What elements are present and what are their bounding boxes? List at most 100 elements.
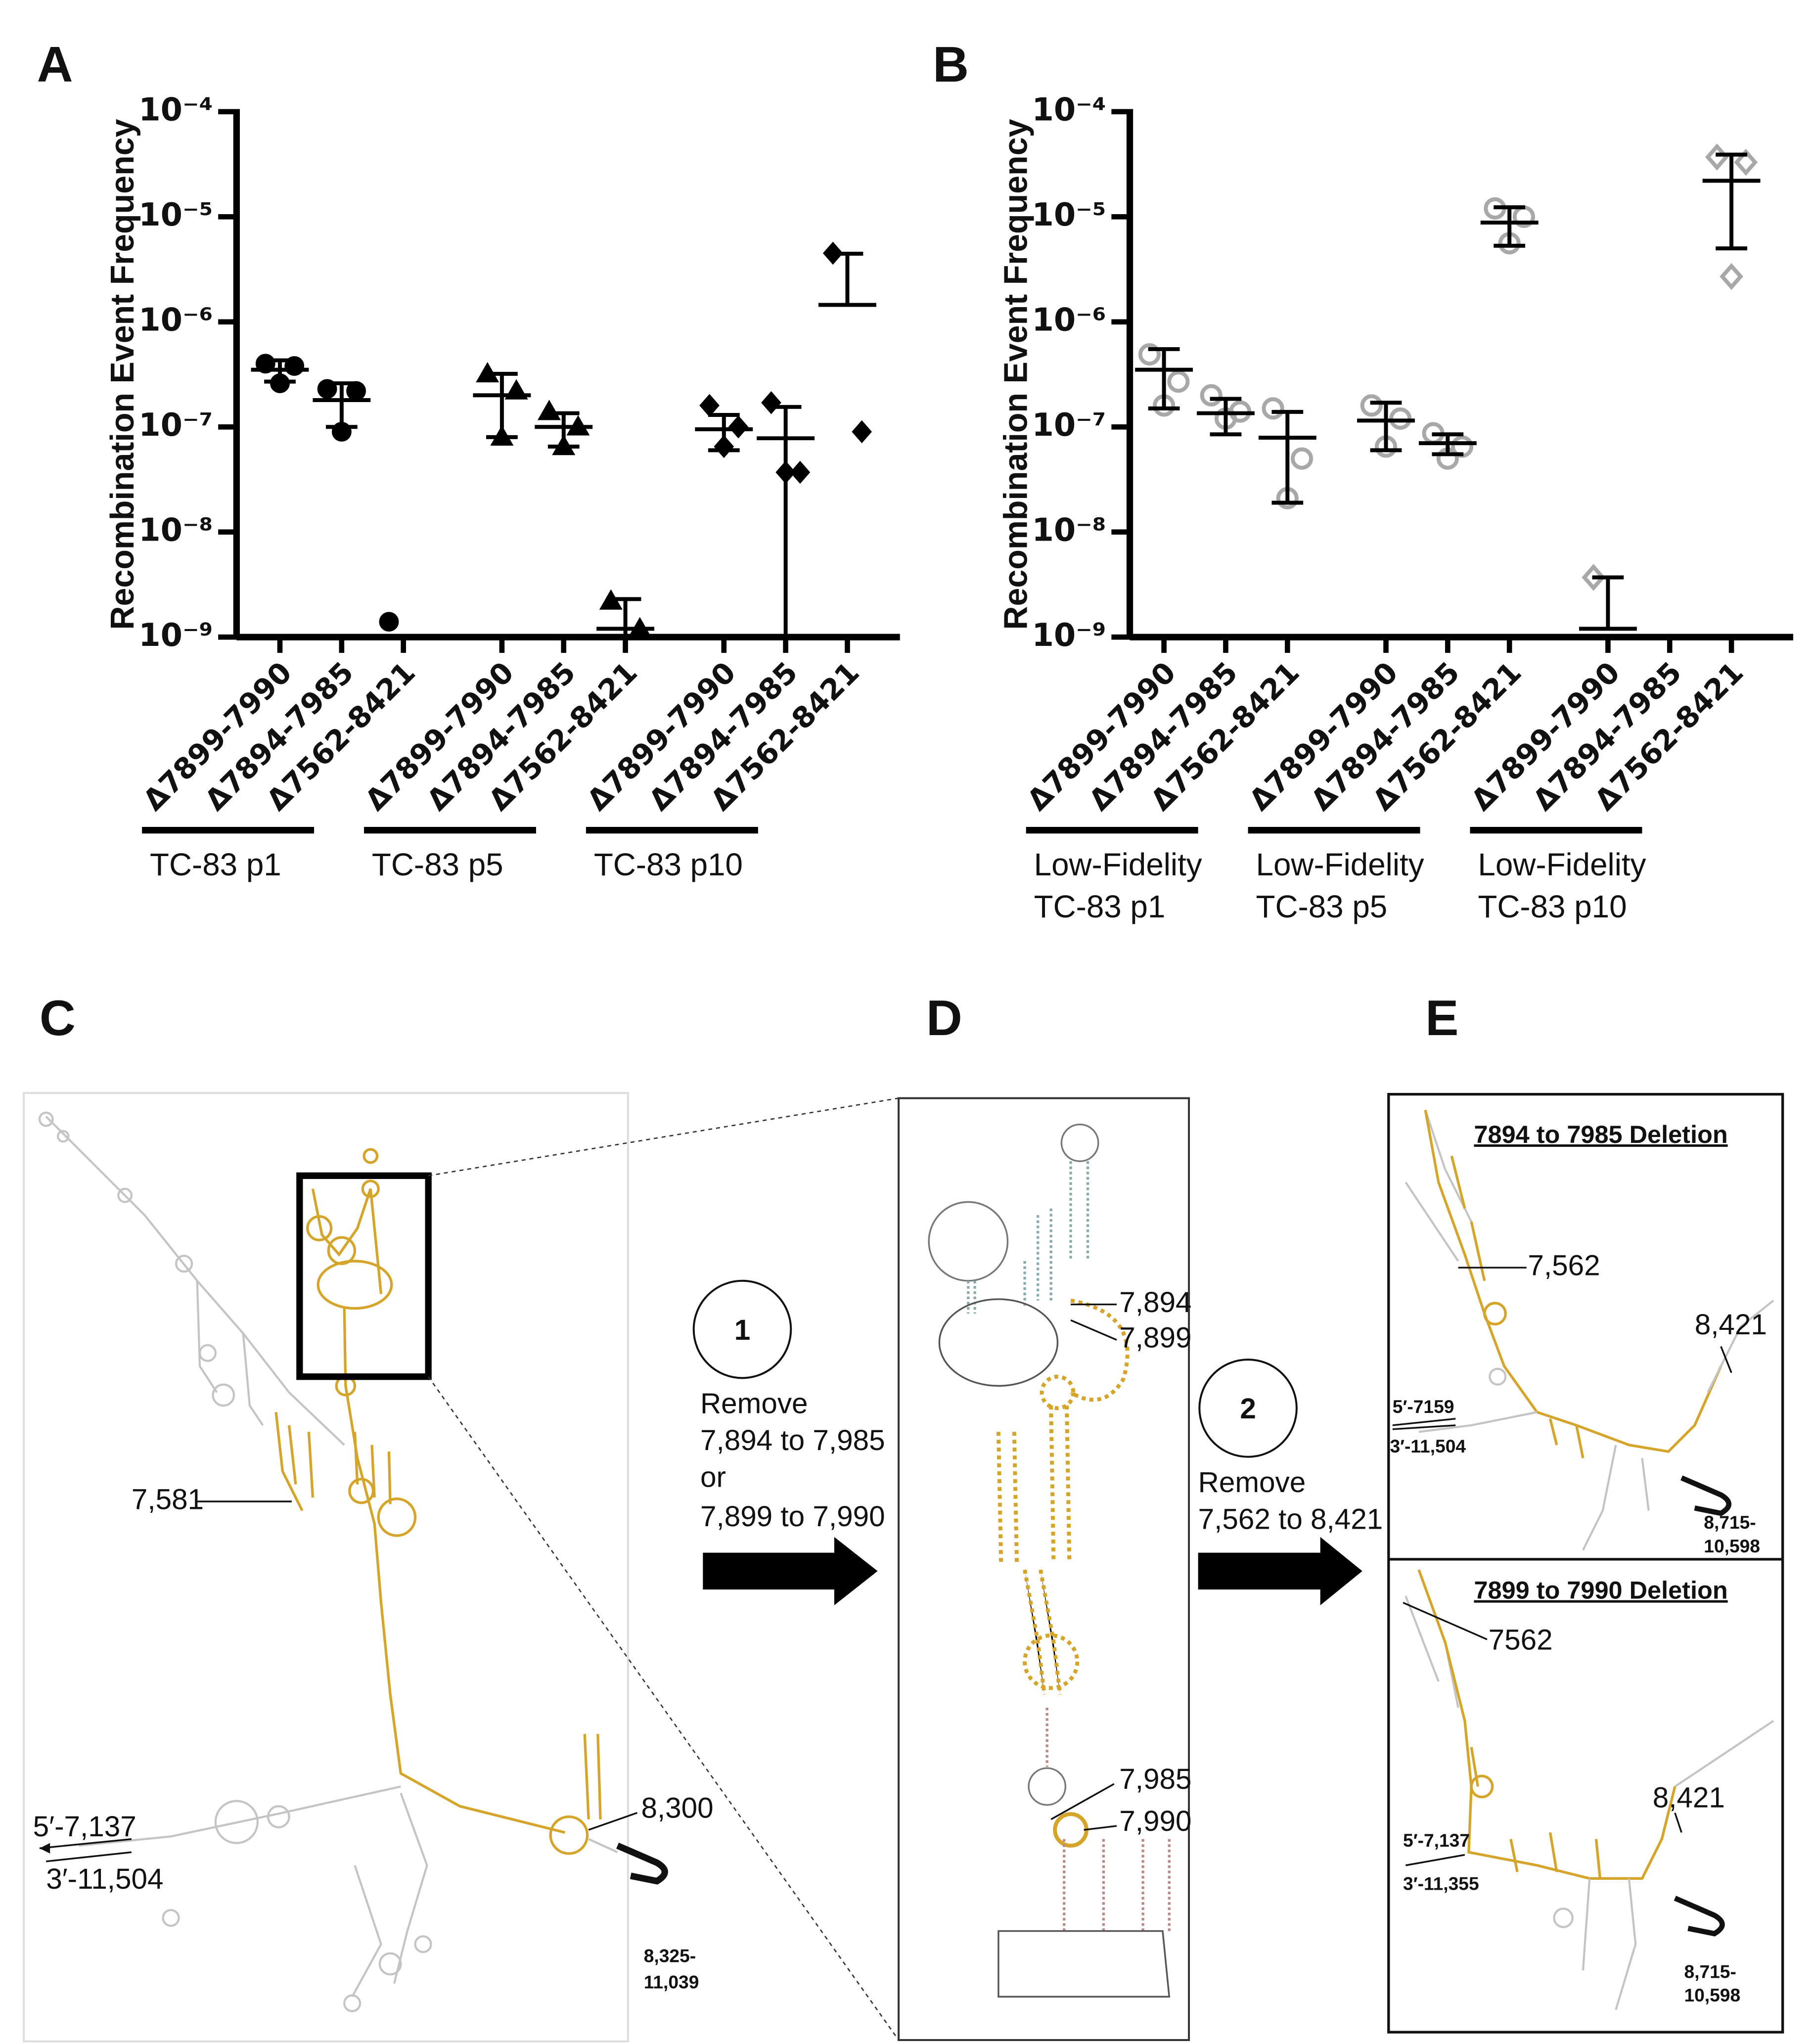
data-point bbox=[790, 460, 811, 484]
annotation: 7562 bbox=[1489, 1624, 1553, 1656]
data-point bbox=[699, 394, 720, 417]
error-bar bbox=[325, 381, 358, 429]
data-point bbox=[1262, 397, 1284, 420]
annotation: 7,894 bbox=[1119, 1286, 1191, 1318]
error-bar bbox=[547, 411, 580, 449]
y-axis-label: Recombination Event Frequency bbox=[997, 119, 1034, 630]
step-text: or bbox=[700, 1461, 726, 1493]
error-bar bbox=[770, 405, 802, 637]
error-bar bbox=[1432, 432, 1464, 456]
rna-structure-d bbox=[898, 1097, 1190, 2042]
step-circle bbox=[692, 1279, 792, 1379]
data-point bbox=[1200, 384, 1223, 407]
group-label: TC-83 p10 bbox=[1478, 889, 1627, 924]
group-label: TC-83 p1 bbox=[150, 847, 281, 882]
rna-structure-c bbox=[23, 1091, 900, 2043]
step-circle bbox=[1198, 1359, 1298, 1458]
y-tick-label: 10⁻⁸ bbox=[138, 512, 213, 548]
error-bar bbox=[609, 597, 641, 637]
error-bar bbox=[1716, 152, 1747, 251]
error-bar bbox=[708, 413, 740, 453]
annotation: 3′-11,504 bbox=[1390, 1436, 1466, 1456]
error-bar bbox=[1210, 397, 1242, 437]
y-tick-label: 10⁻⁹ bbox=[1032, 617, 1106, 654]
rna-structure-e bbox=[1387, 1092, 1784, 2034]
error-bar bbox=[1148, 347, 1180, 410]
error-bar bbox=[486, 371, 518, 439]
annotation: 8,325- bbox=[644, 1946, 696, 1966]
y-tick-label: 10⁻⁹ bbox=[138, 617, 213, 654]
annotation: 8,300 bbox=[641, 1792, 713, 1824]
annotation: 11,039 bbox=[644, 1972, 699, 1993]
group-label: TC-83 p10 bbox=[594, 847, 743, 882]
y-tick-label: 10⁻⁷ bbox=[138, 407, 213, 444]
structure-title: 7894 to 7985 Deletion bbox=[1474, 1120, 1727, 1148]
data-point bbox=[1734, 148, 1758, 176]
group-label: Low-Fidelity bbox=[1034, 847, 1202, 882]
panel-label: E bbox=[1425, 991, 1458, 1046]
error-bar bbox=[1370, 401, 1402, 453]
y-tick-label: 10⁻⁷ bbox=[1032, 407, 1106, 444]
step-number: 1 bbox=[734, 1314, 751, 1346]
annotation: 7,581 bbox=[132, 1483, 204, 1515]
error-bar bbox=[1494, 205, 1526, 248]
data-point bbox=[1720, 263, 1743, 290]
data-point bbox=[1138, 343, 1161, 366]
group-label: Low-Fidelity bbox=[1478, 847, 1646, 882]
panel-label: D bbox=[926, 991, 962, 1046]
annotation: 5′-7,137 bbox=[33, 1811, 136, 1843]
data-point bbox=[1167, 370, 1190, 393]
data-point bbox=[1290, 447, 1314, 470]
structure-title: 7899 to 7990 Deletion bbox=[1474, 1576, 1727, 1604]
annotation: 8,421 bbox=[1653, 1781, 1725, 1814]
data-point bbox=[1360, 394, 1383, 417]
data-point bbox=[379, 612, 399, 632]
data-point bbox=[852, 420, 872, 444]
group-label: TC-83 p5 bbox=[1256, 889, 1388, 924]
annotation: 5′-7159 bbox=[1393, 1396, 1454, 1417]
step-text: Remove bbox=[1198, 1466, 1306, 1499]
error-bar bbox=[831, 252, 863, 305]
annotation: 3′-11,355 bbox=[1403, 1873, 1479, 1894]
y-tick-label: 10⁻⁴ bbox=[138, 91, 213, 128]
step-text: 7,562 to 8,421 bbox=[1198, 1503, 1383, 1535]
annotation: 7,562 bbox=[1528, 1250, 1600, 1282]
annotation: 8,715- bbox=[1704, 1512, 1756, 1533]
panel-label: C bbox=[40, 991, 76, 1046]
error-bar bbox=[1271, 409, 1304, 505]
step-text: 7,899 to 7,990 bbox=[700, 1500, 885, 1533]
annotation: 7,990 bbox=[1119, 1805, 1191, 1837]
annotation: 5′-7,137 bbox=[1403, 1830, 1470, 1851]
annotation: 7,985 bbox=[1119, 1763, 1191, 1795]
y-tick-label: 10⁻⁴ bbox=[1032, 91, 1106, 128]
group-label: TC-83 p1 bbox=[1034, 889, 1166, 924]
data-point bbox=[728, 415, 749, 439]
group-label: Low-Fidelity bbox=[1256, 847, 1424, 882]
group-label: TC-83 p5 bbox=[372, 847, 503, 882]
annotation: 10,598 bbox=[1684, 1985, 1740, 2005]
panel-label: A bbox=[37, 37, 73, 92]
y-tick-label: 10⁻⁸ bbox=[1032, 512, 1106, 548]
arrow bbox=[1198, 1537, 1362, 1605]
step-text: 7,894 to 7,985 bbox=[700, 1424, 885, 1456]
y-axis-label: Recombination Event Frequency bbox=[104, 119, 141, 630]
data-point bbox=[1582, 564, 1606, 591]
y-tick-label: 10⁻⁶ bbox=[1032, 302, 1106, 338]
data-point bbox=[1705, 143, 1729, 171]
y-tick-label: 10⁻⁵ bbox=[1032, 197, 1106, 233]
data-point bbox=[537, 400, 561, 420]
y-tick-label: 10⁻⁵ bbox=[138, 197, 213, 233]
annotation: 7,899 bbox=[1119, 1322, 1191, 1354]
data-point bbox=[761, 391, 781, 414]
annotation: 8,421 bbox=[1695, 1309, 1767, 1341]
error-bar bbox=[264, 358, 296, 384]
error-bar bbox=[1592, 575, 1624, 629]
step-number: 2 bbox=[1240, 1393, 1256, 1425]
arrow bbox=[703, 1537, 878, 1605]
annotation: 8,715- bbox=[1684, 1961, 1736, 1982]
annotation: 10,598 bbox=[1704, 1536, 1760, 1556]
step-text: Remove bbox=[700, 1388, 808, 1420]
panel-label: B bbox=[933, 37, 969, 92]
annotation: 3′-11,504 bbox=[46, 1863, 163, 1895]
